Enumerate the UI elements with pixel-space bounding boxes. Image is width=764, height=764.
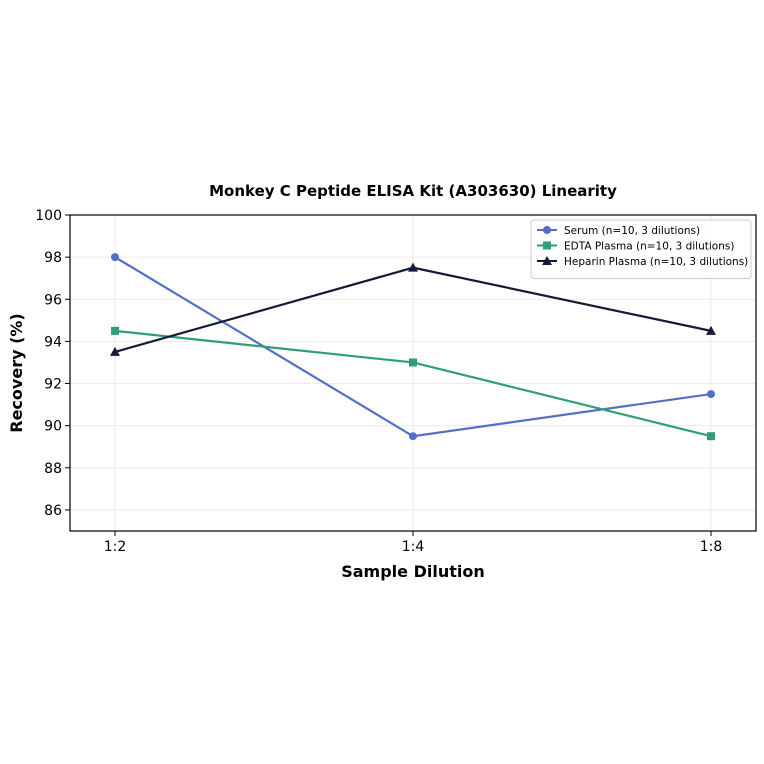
legend-label: Heparin Plasma (n=10, 3 dilutions): [564, 256, 748, 268]
data-point: [706, 325, 716, 335]
legend-item: EDTA Plasma (n=10, 3 dilutions): [537, 241, 734, 253]
y-tick-label: 98: [44, 250, 62, 266]
x-tick-label: 1:4: [402, 539, 425, 555]
y-tick-label: 96: [44, 292, 62, 308]
legend-item: Heparin Plasma (n=10, 3 dilutions): [537, 256, 748, 268]
data-point: [111, 253, 119, 262]
legend-label: Serum (n=10, 3 dilutions): [564, 225, 700, 237]
x-tick-label: 1:8: [700, 539, 723, 555]
legend-marker: [543, 226, 551, 234]
chart-title: Monkey C Peptide ELISA Kit (A303630) Lin…: [209, 182, 617, 200]
data-point: [111, 326, 119, 335]
x-tick-label: 1:2: [104, 539, 127, 555]
y-tick-label: 100: [35, 208, 62, 224]
y-tick-label: 92: [44, 377, 62, 393]
data-point: [707, 432, 715, 441]
data-point: [110, 346, 120, 356]
legend-box: [530, 219, 752, 279]
legend-label: EDTA Plasma (n=10, 3 dilutions): [564, 241, 734, 253]
legend: Serum (n=10, 3 dilutions) EDTA Plasma (n=…: [530, 219, 752, 279]
legend-marker: [542, 256, 552, 265]
data-point: [409, 358, 417, 367]
legend-marker: [543, 241, 551, 250]
data-point: [707, 390, 715, 399]
y-axis-label: Recovery (%): [7, 313, 26, 432]
series-group: [110, 253, 716, 441]
axis-ticks: 86 88 90 92 94 96 98 100 1:2 1:4 1:8: [35, 208, 722, 555]
series-3: [110, 262, 716, 356]
legend-item: Serum (n=10, 3 dilutions): [537, 225, 700, 237]
series-2: [111, 326, 715, 441]
series-1: [111, 253, 715, 441]
x-axis-label: Sample Dilution: [341, 562, 485, 581]
y-tick-label: 90: [44, 419, 62, 435]
y-tick-label: 86: [44, 503, 62, 519]
y-tick-label: 88: [44, 461, 62, 477]
y-tick-label: 94: [44, 334, 62, 350]
data-point: [409, 432, 417, 441]
data-point: [408, 262, 418, 272]
